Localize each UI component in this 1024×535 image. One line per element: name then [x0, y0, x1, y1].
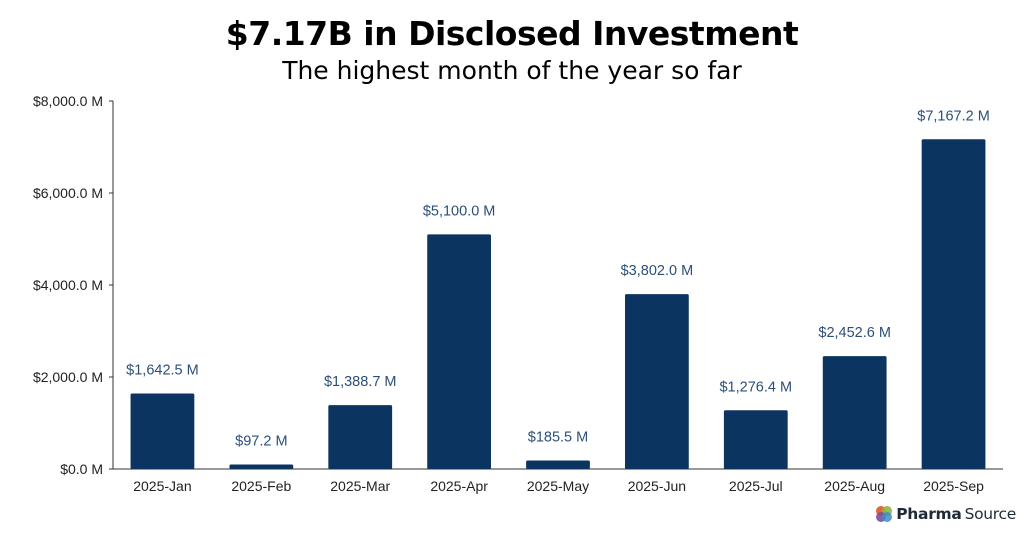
bar: [526, 460, 590, 469]
x-tick-label: 2025-Feb: [231, 478, 291, 494]
data-label: $1,276.4 M: [719, 379, 792, 395]
data-label: $2,452.6 M: [818, 325, 891, 341]
x-tick-label: 2025-Mar: [330, 478, 390, 494]
bar: [427, 234, 491, 469]
pharmasource-logo-icon: [876, 506, 893, 522]
bar: [328, 405, 393, 469]
data-label: $1,388.7 M: [324, 374, 397, 390]
bar: [229, 464, 294, 469]
chart-subtitle: The highest month of the year so far: [282, 56, 742, 85]
data-label: $5,100.0 M: [423, 203, 496, 219]
chart-title: $7.17B in Disclosed Investment: [225, 14, 799, 53]
data-label: $97.2 M: [235, 434, 287, 450]
x-tick-label: 2025-Jan: [133, 478, 191, 494]
logo-text-source: Source: [964, 505, 1017, 523]
bar: [822, 356, 887, 469]
brand-logo: Pharma Source: [875, 503, 1016, 525]
data-label: $3,802.0 M: [621, 263, 694, 279]
x-tick-label: 2025-Apr: [430, 478, 488, 494]
bar: [625, 294, 689, 469]
y-tick-label: $4,000.0 M: [33, 277, 103, 293]
bar: [921, 139, 986, 469]
logo-text-pharma: Pharma: [896, 505, 962, 523]
data-label: $7,167.2 M: [917, 108, 990, 124]
y-tick-label: $8,000.0 M: [33, 93, 103, 109]
x-tick-label: 2025-May: [527, 478, 589, 494]
x-tick-label: 2025-Jun: [628, 478, 686, 494]
y-tick-label: $0.0 M: [60, 461, 103, 477]
data-label: $185.5 M: [528, 429, 588, 445]
bar: [130, 393, 195, 469]
x-tick-label: 2025-Jul: [729, 478, 783, 494]
data-label: $1,642.5 M: [126, 362, 199, 378]
y-tick-label: $6,000.0 M: [33, 185, 103, 201]
y-tick-label: $2,000.0 M: [33, 369, 103, 385]
x-tick-label: 2025-Sep: [923, 478, 984, 494]
bar: [723, 410, 788, 469]
x-tick-label: 2025-Aug: [824, 478, 885, 494]
